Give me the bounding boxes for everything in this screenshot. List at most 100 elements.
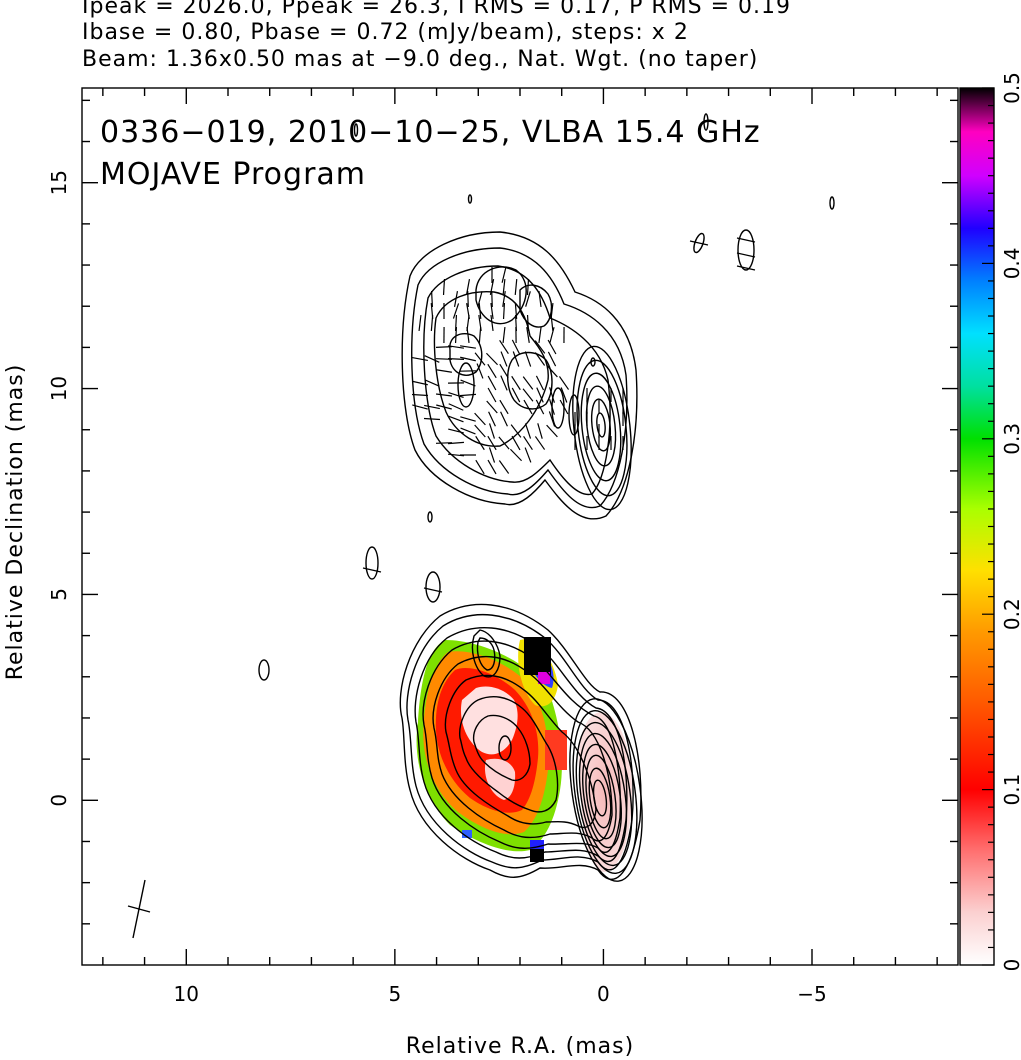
evpa-stick [474,412,486,426]
y-tick-label: 10 [47,376,71,401]
evpa-stick [502,278,506,296]
evpa-stick [435,346,453,348]
evpa-stick [550,314,554,332]
x-tick-label: 10 [174,982,199,1006]
evpa-stick [435,393,453,397]
contour-south-lobe-2 [476,637,496,671]
evpa-vectors [362,237,756,593]
pol-region-blue-2 [530,840,544,849]
contour-core-4 [578,732,628,858]
x-tick-label: −5 [797,982,826,1006]
evpa-stick [478,326,482,344]
evpa-stick [362,567,382,573]
evpa-stick [436,404,452,410]
evpa-stick [502,291,506,307]
evpa-stick [547,339,557,355]
evpa-stick [537,423,543,439]
evpa-stick [498,460,510,474]
contour-knot-1 [572,345,632,511]
evpa-stick [448,428,464,434]
evpa-stick [510,424,522,438]
y-tick-labels: 0 5 10 15 [47,170,71,807]
evpa-stick [522,376,534,390]
y-tick-label: 0 [47,794,71,807]
contour-noise-7 [829,196,835,210]
contour-noise-1 [365,546,379,580]
evpa-stick [736,237,756,243]
contour-north-9 [551,387,565,429]
colorbar-tick-label: 0.2 [1000,598,1021,630]
axis-ticks [82,88,958,965]
evpa-stick [424,355,440,363]
contour-core-6 [585,754,617,840]
contour-south-7 [459,696,559,813]
colorbar-tick-label: 0.4 [1000,247,1021,279]
evpa-stick [500,411,508,427]
contour-core-8 [592,779,608,817]
contour-south-4 [422,640,621,854]
contour-south-lobe [471,629,501,678]
evpa-stick [435,442,453,444]
source-annotation: 0336−019, 2010−10−25, VLBA 15.4 GHz [100,115,761,150]
evpa-stick [460,345,476,349]
evpa-stick [447,345,465,349]
evpa-stick [430,290,434,308]
contour-north-1 [401,231,638,520]
evpa-stick [547,351,557,367]
evpa-stick [423,417,441,421]
contour-knot-5 [590,398,612,452]
evpa-stick [535,375,545,391]
evpa-stick [465,279,471,295]
evpa-stick [452,303,460,319]
evpa-stick [534,436,546,450]
evpa-stick [490,314,494,332]
evpa-stick [736,265,756,271]
evpa-stick [524,351,532,367]
contour-knot-3 [580,372,622,482]
evpa-stick [514,302,518,320]
colorbar-ticks [982,87,994,966]
evpa-stick [466,326,470,344]
colorbar-tick-label: 0.3 [1000,423,1021,455]
evpa-stick [549,399,555,415]
evpa-stick [424,404,440,410]
y-tick-label: 15 [47,170,71,195]
pol-region-blue-3 [462,830,472,838]
contour-south-3 [414,627,628,863]
evpa-stick [525,291,531,307]
pol-region-black [524,637,551,675]
colorbar-tick-label: 0.5 [1000,72,1021,104]
evpa-stick [424,379,440,387]
contour-noise-9 [590,357,596,367]
x-axis-label: Relative R.A. (mas) [406,1034,634,1059]
evpa-stick [486,400,498,414]
evpa-stick [460,356,476,362]
colorbar-tick-labels: 0 0.1 0.2 0.3 0.4 0.5 [1000,72,1021,971]
evpa-stick [514,278,518,296]
evpa-stick [501,267,507,283]
evpa-stick [488,447,496,463]
colorbar-tick-label: 0.1 [1000,774,1021,806]
contour-noise-10 [703,113,709,131]
program-annotation: MOJAVE Program [100,157,366,192]
contour-noise-5 [737,229,755,271]
pol-region-pale [460,686,518,755]
evpa-stick [488,411,496,427]
evpa-stick [487,363,497,379]
evpa-stick [448,403,464,411]
evpa-stick [412,380,428,386]
evpa-stick [546,424,558,438]
evpa-stick [548,411,556,427]
evpa-stick [526,278,530,296]
x-tick-labels: 10 5 0 −5 [174,982,827,1006]
evpa-stick [534,340,546,354]
contour-core-3 [575,721,633,867]
header-line-2: Ibase = 0.80, Pbase = 0.72 (mJy/beam), s… [82,20,689,45]
evpa-stick [467,290,469,308]
header-line-3: Beam: 1.36x0.50 mas at −9.0 deg., Nat. W… [82,47,759,72]
evpa-stick [523,399,533,415]
evpa-stick [491,290,493,308]
evpa-stick [498,436,510,450]
intensity-contours [258,113,835,882]
